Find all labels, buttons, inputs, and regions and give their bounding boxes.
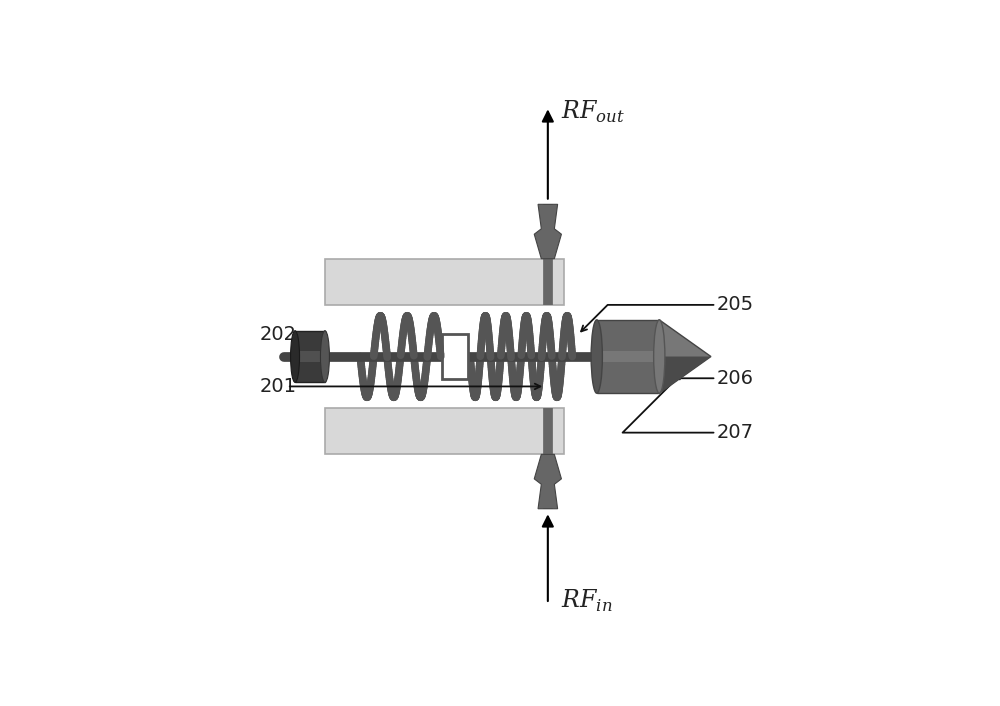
Bar bbox=[295, 352, 325, 361]
Text: 201: 201 bbox=[260, 377, 297, 396]
Polygon shape bbox=[534, 204, 561, 258]
Ellipse shape bbox=[291, 330, 300, 383]
Bar bbox=[295, 330, 325, 383]
Text: 202: 202 bbox=[260, 325, 297, 345]
Text: RF$_{\mathregular{out}}$: RF$_{\mathregular{out}}$ bbox=[561, 99, 625, 125]
Text: 205: 205 bbox=[716, 295, 753, 314]
Text: 207: 207 bbox=[716, 423, 753, 442]
Bar bbox=[325, 408, 564, 455]
Bar bbox=[325, 258, 564, 305]
Bar bbox=[597, 320, 659, 393]
Polygon shape bbox=[659, 320, 711, 393]
Text: 206: 206 bbox=[716, 369, 753, 388]
Ellipse shape bbox=[654, 320, 665, 393]
Text: RF$_{\mathregular{in}}$: RF$_{\mathregular{in}}$ bbox=[561, 588, 613, 614]
Polygon shape bbox=[534, 455, 561, 509]
Bar bbox=[442, 334, 468, 379]
Bar bbox=[597, 351, 659, 362]
Polygon shape bbox=[659, 357, 711, 393]
Ellipse shape bbox=[320, 330, 329, 383]
Ellipse shape bbox=[591, 320, 602, 393]
